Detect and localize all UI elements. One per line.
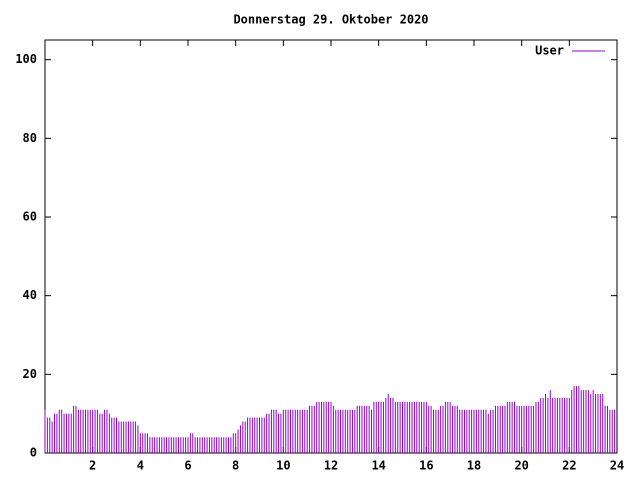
y-tick-label: 0 xyxy=(30,446,37,460)
x-tick-label: 6 xyxy=(184,459,191,473)
x-tick-label: 8 xyxy=(232,459,239,473)
x-tick-label: 14 xyxy=(371,459,385,473)
x-tick-label: 12 xyxy=(324,459,338,473)
plot-border xyxy=(44,39,618,454)
x-tick-label: 4 xyxy=(137,459,144,473)
x-tick-label: 24 xyxy=(610,459,624,473)
y-tick-label: 20 xyxy=(23,367,37,381)
x-tick-label: 16 xyxy=(419,459,433,473)
legend-label: User xyxy=(535,44,564,58)
x-tick-label: 20 xyxy=(514,459,528,473)
x-tick-label: 18 xyxy=(467,459,481,473)
y-tick-label: 80 xyxy=(23,131,37,145)
y-tick-label: 100 xyxy=(15,52,37,66)
chart-title: Donnerstag 29. Oktober 2020 xyxy=(233,13,428,27)
x-tick-label: 2 xyxy=(89,459,96,473)
x-tick-label: 10 xyxy=(276,459,290,473)
y-tick-label: 40 xyxy=(23,288,37,302)
y-tick-label: 60 xyxy=(23,210,37,224)
x-tick-label: 22 xyxy=(562,459,576,473)
